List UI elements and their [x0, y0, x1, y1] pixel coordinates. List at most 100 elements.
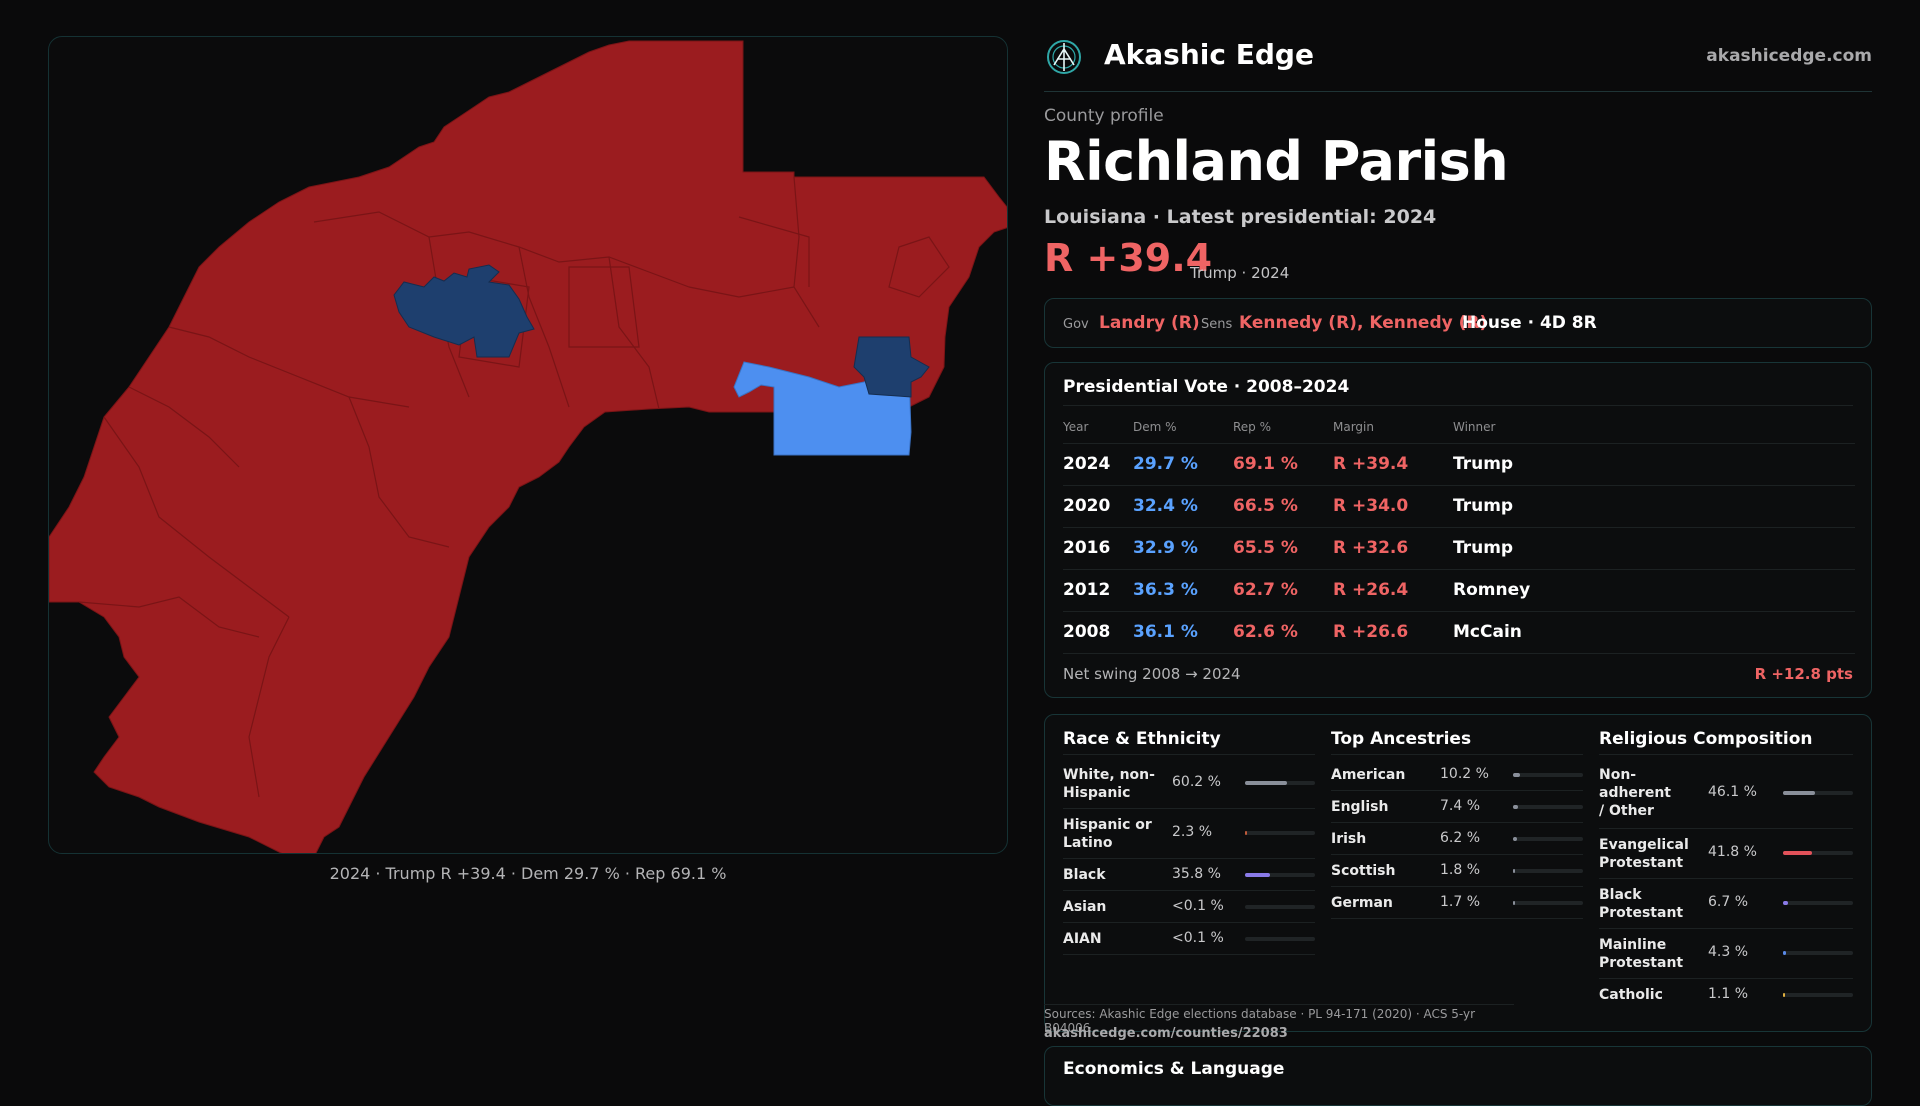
row-dem: 36.3 % — [1133, 569, 1233, 612]
list-item: Scottish 1.8 % — [1331, 855, 1583, 887]
race-column: Race & Ethnicity White, non-Hispanic 60.… — [1063, 729, 1315, 955]
presidential-table: Year Dem % Rep % Margin Winner 2024 29.7… — [1063, 411, 1855, 654]
brand-site-link[interactable]: akashicedge.com — [1706, 46, 1872, 66]
presidential-vote-card: Presidential Vote · 2008–2024 Year Dem %… — [1044, 362, 1872, 698]
race-bar — [1245, 937, 1315, 941]
religion-pct: 6.7 % — [1708, 894, 1749, 910]
row-rep: 65.5 % — [1233, 527, 1333, 570]
race-label: Asian — [1063, 899, 1107, 915]
religion-pct: 41.8 % — [1708, 844, 1757, 860]
presidential-title: Presidential Vote · 2008–2024 — [1063, 377, 1350, 397]
ancestry-bar — [1513, 837, 1583, 841]
row-year: 2012 — [1063, 569, 1133, 612]
religion-label: Non-adherent / Other — [1599, 767, 1671, 819]
religion-bar — [1783, 951, 1853, 955]
religion-title: Religious Composition — [1599, 729, 1853, 755]
list-item: English 7.4 % — [1331, 791, 1583, 823]
religion-bar-fill — [1783, 951, 1786, 955]
religion-pct: 46.1 % — [1708, 784, 1757, 800]
ancestry-bar — [1513, 805, 1583, 809]
race-pct: 2.3 % — [1172, 824, 1213, 840]
list-item: Irish 6.2 % — [1331, 823, 1583, 855]
race-label: Black — [1063, 867, 1106, 883]
list-item: Mainline Protestant 4.3 % — [1599, 929, 1853, 979]
row-dem: 29.7 % — [1133, 443, 1233, 486]
table-row: 2008 36.1 % 62.6 % R +26.6 McCain — [1063, 611, 1855, 654]
ancestry-title: Top Ancestries — [1331, 729, 1583, 755]
race-bar — [1245, 781, 1315, 785]
ancestry-pct: 7.4 % — [1440, 798, 1481, 814]
ancestry-bar-fill — [1513, 901, 1516, 905]
row-winner: Trump — [1453, 443, 1855, 486]
race-pct: <0.1 % — [1172, 898, 1224, 914]
row-margin: R +32.6 — [1333, 527, 1453, 570]
precinct-map[interactable] — [49, 37, 1007, 853]
religion-pct: 4.3 % — [1708, 944, 1749, 960]
ancestry-label: English — [1331, 799, 1389, 815]
ancestry-pct: 1.7 % — [1440, 894, 1481, 910]
header-winner: Winner — [1453, 411, 1855, 444]
religion-bar — [1783, 993, 1853, 997]
presidential-divider — [1063, 405, 1853, 406]
economics-title: Economics & Language — [1063, 1059, 1285, 1079]
row-rep: 62.6 % — [1233, 611, 1333, 654]
list-item: American 10.2 % — [1331, 759, 1583, 791]
race-bar — [1245, 905, 1315, 909]
ancestry-bar-fill — [1513, 773, 1521, 777]
economics-card: Economics & Language — [1044, 1046, 1872, 1106]
ancestry-bar — [1513, 901, 1583, 905]
list-item: AIAN <0.1 % — [1063, 923, 1315, 955]
ancestry-bar-fill — [1513, 805, 1519, 809]
net-swing-value: R +12.8 pts — [1754, 665, 1853, 683]
religion-bar-fill — [1783, 791, 1816, 795]
race-pct: <0.1 % — [1172, 930, 1224, 946]
sources-link[interactable]: akashicedge.com/counties/22083 — [1044, 1026, 1288, 1041]
race-bar — [1245, 831, 1315, 835]
brand-name[interactable]: Akashic Edge — [1104, 38, 1314, 71]
list-item: Black Protestant 6.7 % — [1599, 879, 1853, 929]
brand-header: Akashic Edge akashicedge.com — [1044, 36, 1872, 92]
row-winner: Romney — [1453, 569, 1855, 612]
row-rep: 62.7 % — [1233, 569, 1333, 612]
map-region-democrat-dark[interactable] — [393, 264, 535, 358]
religion-bar-fill — [1783, 851, 1813, 855]
row-winner: McCain — [1453, 611, 1855, 654]
senators-value: Kennedy (R), Kennedy (R) — [1239, 313, 1488, 333]
map-caption: 2024 · Trump R +39.4 · Dem 29.7 % · Rep … — [329, 864, 727, 883]
county-map-panel[interactable] — [48, 36, 1008, 854]
race-label: White, non-Hispanic — [1063, 767, 1155, 801]
row-dem: 36.1 % — [1133, 611, 1233, 654]
ancestry-bar-fill — [1513, 837, 1518, 841]
ancestry-label: Scottish — [1331, 863, 1396, 879]
race-bar-fill — [1245, 781, 1288, 785]
row-margin: R +26.6 — [1333, 611, 1453, 654]
row-year: 2016 — [1063, 527, 1133, 570]
ancestry-pct: 10.2 % — [1440, 766, 1489, 782]
religion-bar-fill — [1783, 901, 1788, 905]
governor-label: Gov — [1063, 317, 1089, 332]
list-item: German 1.7 % — [1331, 887, 1583, 919]
demographics-card: Race & Ethnicity White, non-Hispanic 60.… — [1044, 714, 1872, 1032]
religion-bar — [1783, 791, 1853, 795]
list-item: Black 35.8 % — [1063, 859, 1315, 891]
list-item: Non-adherent / Other 46.1 % — [1599, 759, 1853, 829]
ancestry-bar — [1513, 869, 1583, 873]
race-pct: 60.2 % — [1172, 774, 1221, 790]
ancestry-pct: 6.2 % — [1440, 830, 1481, 846]
row-year: 2024 — [1063, 443, 1133, 486]
map-region-democrat-dark-east[interactable] — [853, 336, 930, 398]
row-year: 2020 — [1063, 485, 1133, 528]
race-bar-fill — [1245, 831, 1248, 835]
race-bar-fill — [1245, 873, 1271, 877]
latest-margin-note: Trump · 2024 — [1190, 264, 1290, 282]
table-row: 2012 36.3 % 62.7 % R +26.4 Romney — [1063, 569, 1855, 612]
map-region-republican[interactable] — [49, 40, 1007, 853]
header-year: Year — [1063, 411, 1133, 444]
religion-bar — [1783, 851, 1853, 855]
religion-label: Evangelical Protestant — [1599, 837, 1689, 871]
list-item: Evangelical Protestant 41.8 % — [1599, 829, 1853, 879]
religion-bar — [1783, 901, 1853, 905]
race-title: Race & Ethnicity — [1063, 729, 1315, 755]
row-winner: Trump — [1453, 527, 1855, 570]
compass-globe-icon[interactable] — [1046, 39, 1082, 75]
